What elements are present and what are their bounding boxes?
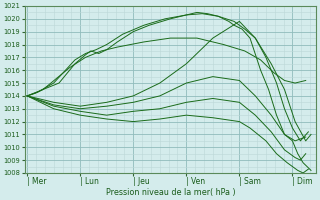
- X-axis label: Pression niveau de la mer( hPa ): Pression niveau de la mer( hPa ): [106, 188, 235, 197]
